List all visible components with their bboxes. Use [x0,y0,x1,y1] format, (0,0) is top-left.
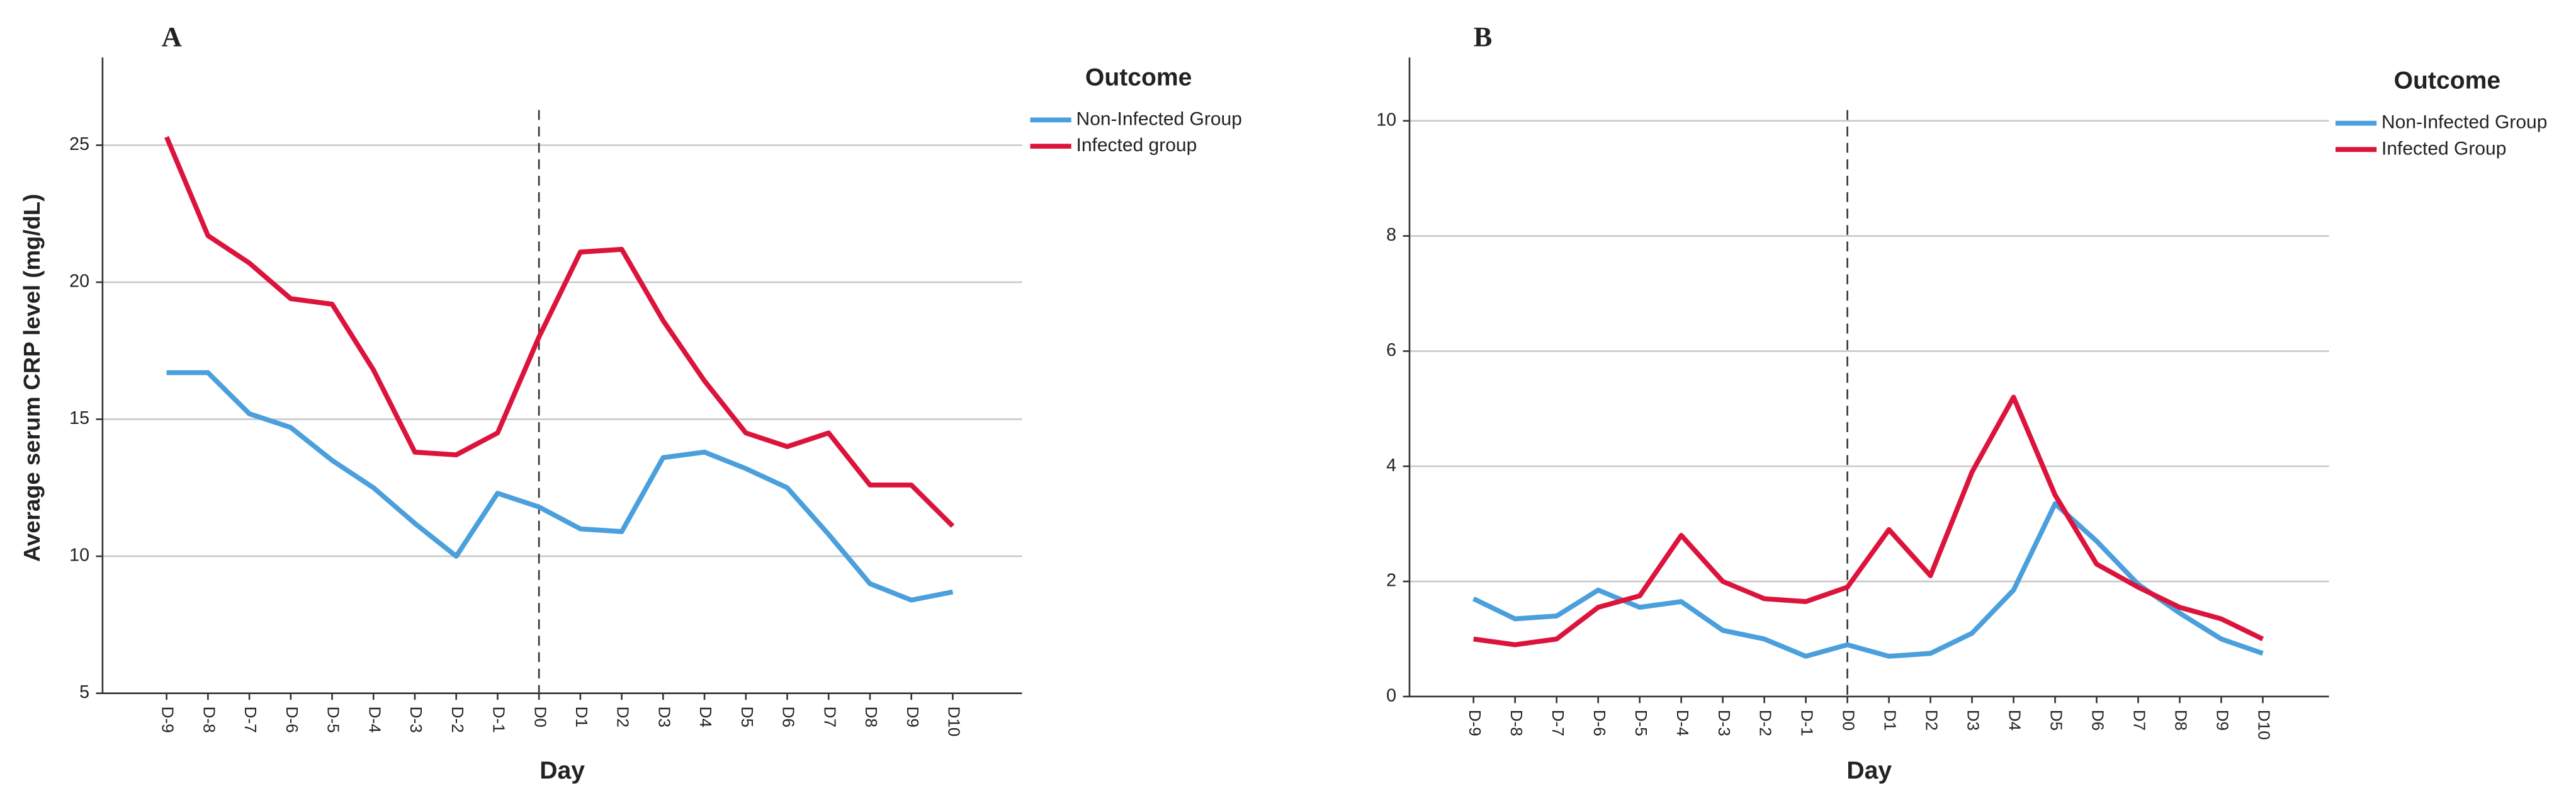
y-tick-label: 10 [1376,110,1396,130]
x-tick-label: D6 [2089,710,2108,731]
x-tick-label: D-1 [1798,710,1817,736]
x-tick-label: D-3 [1715,710,1734,736]
x-tick-label: D-4 [1673,710,1692,736]
x-tick-label: D-5 [1632,710,1651,736]
x-axis-label: Day [1846,757,1892,784]
series-line [164,135,955,528]
x-tick-label: D-1 [490,707,509,733]
x-tick-label: D10 [2255,710,2274,740]
y-axis-label: Average serum CRP level (mg/dL) [19,194,45,562]
series-line [1472,501,2264,659]
x-tick-label: D1 [572,707,591,728]
x-tick-label: D-8 [1507,710,1526,736]
y-tick-label: 5 [79,682,89,702]
x-axis-label: Day [539,757,585,784]
y-tick-label: 8 [1386,225,1396,245]
x-tick-label: D-7 [1549,710,1568,736]
legend-title: Outcome [2394,67,2501,94]
y-tick-label: 4 [1386,455,1396,476]
x-tick-label: D5 [738,707,757,728]
x-tick-label: D3 [655,707,674,728]
x-tick-label: D9 [903,707,922,728]
x-tick-label: D-6 [283,707,302,733]
x-tick-label: D7 [2130,710,2149,731]
y-tick-label: 6 [1386,340,1396,360]
y-tick-label: 0 [1386,685,1396,705]
y-tick-label: 20 [69,271,89,292]
y-tick-label: 10 [69,545,89,566]
series-line [1473,394,2264,648]
panel-label: A [162,21,182,52]
x-tick-label: D5 [2047,710,2066,731]
legend-label: Infected Group [2381,138,2506,159]
legend-label: Non-Infected Group [1076,108,1242,129]
legend-label: Infected group [1076,135,1197,156]
x-tick-label: D-9 [159,707,178,733]
x-tick-label: D7 [820,707,839,728]
x-tick-label: D-7 [241,707,260,733]
x-tick-label: D-2 [1756,710,1775,736]
legend-label: Non-Infected Group [2381,112,2547,133]
x-tick-label: D-6 [1590,710,1609,736]
x-tick-label: D0 [531,707,550,728]
y-tick-label: 25 [69,134,89,154]
x-tick-label: D-5 [324,707,343,733]
y-tick-label: 15 [69,408,89,428]
x-tick-label: D9 [2213,710,2232,731]
panel-label: B [1474,21,1493,52]
x-tick-label: D-9 [1466,710,1484,736]
x-tick-label: D-3 [407,707,426,733]
x-tick-label: D6 [779,707,798,728]
x-tick-label: D10 [945,707,964,737]
x-tick-label: D4 [2006,710,2025,731]
legend-title: Outcome [1085,64,1192,91]
x-tick-label: D1 [1881,710,1900,731]
x-tick-label: D8 [862,707,881,728]
x-tick-label: D-2 [448,707,467,733]
x-tick-label: D4 [696,707,715,728]
x-tick-label: D3 [1964,710,1983,731]
x-tick-label: D-8 [200,707,218,733]
series-line [166,370,954,603]
x-tick-label: D8 [2172,710,2191,731]
y-tick-label: 2 [1386,571,1396,591]
x-tick-label: D-4 [365,707,384,733]
x-tick-label: D0 [1839,710,1858,731]
x-tick-label: D2 [1923,710,1941,731]
x-tick-label: D2 [614,707,633,728]
